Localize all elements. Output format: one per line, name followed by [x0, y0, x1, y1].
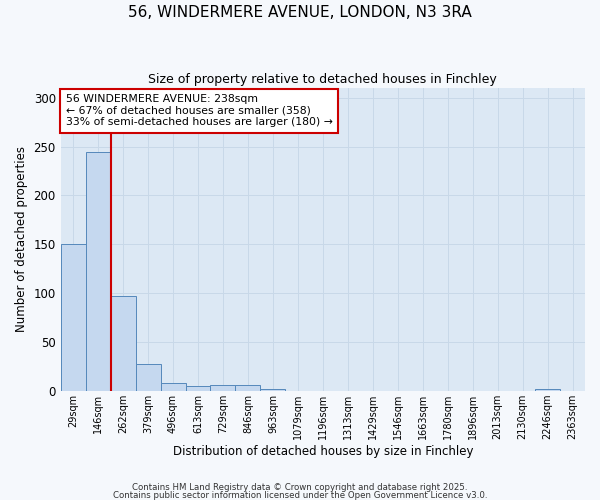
- Y-axis label: Number of detached properties: Number of detached properties: [15, 146, 28, 332]
- Bar: [235, 385, 260, 390]
- Bar: [161, 383, 185, 390]
- Text: Contains HM Land Registry data © Crown copyright and database right 2025.: Contains HM Land Registry data © Crown c…: [132, 484, 468, 492]
- Bar: [61, 244, 86, 390]
- Bar: [535, 388, 560, 390]
- Bar: [260, 388, 286, 390]
- Bar: [110, 296, 136, 390]
- Bar: [136, 364, 161, 390]
- Bar: [211, 385, 235, 390]
- Text: Contains public sector information licensed under the Open Government Licence v3: Contains public sector information licen…: [113, 490, 487, 500]
- X-axis label: Distribution of detached houses by size in Finchley: Distribution of detached houses by size …: [173, 444, 473, 458]
- Text: 56, WINDERMERE AVENUE, LONDON, N3 3RA: 56, WINDERMERE AVENUE, LONDON, N3 3RA: [128, 5, 472, 20]
- Text: 56 WINDERMERE AVENUE: 238sqm
← 67% of detached houses are smaller (358)
33% of s: 56 WINDERMERE AVENUE: 238sqm ← 67% of de…: [66, 94, 333, 128]
- Bar: [185, 386, 211, 390]
- Bar: [86, 152, 110, 390]
- Title: Size of property relative to detached houses in Finchley: Size of property relative to detached ho…: [148, 72, 497, 86]
